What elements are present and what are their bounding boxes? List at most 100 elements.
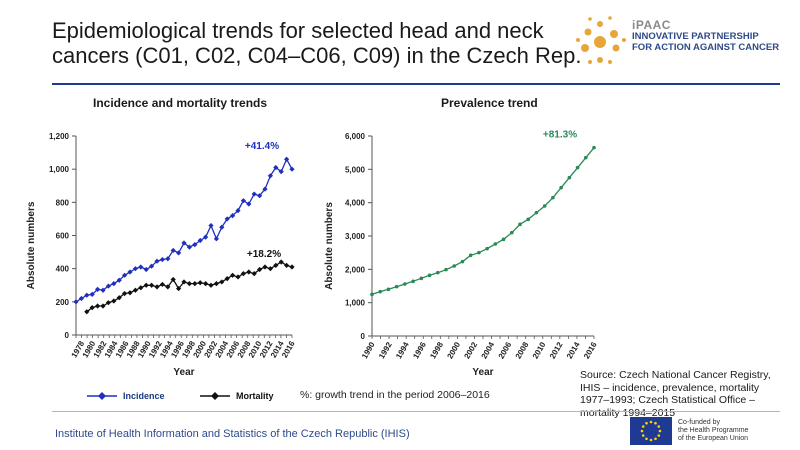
data-point-prevalence — [567, 175, 572, 180]
data-point-incidence — [122, 272, 128, 278]
x-tick-label: 2002 — [463, 340, 480, 360]
data-point-prevalence — [559, 185, 563, 190]
data-point-incidence — [111, 280, 117, 287]
y-tick-label: 4,000 — [345, 199, 366, 208]
data-point-prevalence — [419, 276, 424, 281]
x-tick-label: 1992 — [377, 340, 394, 360]
data-point-incidence — [284, 156, 290, 162]
x-axis-label: Year — [173, 367, 194, 378]
data-point-mortality — [165, 284, 171, 290]
data-point-incidence — [127, 269, 133, 275]
y-tick-label: 3,000 — [345, 232, 366, 241]
data-point-mortality — [116, 295, 122, 301]
data-point-mortality — [257, 266, 263, 273]
data-point-incidence — [197, 237, 203, 244]
data-point-mortality — [143, 282, 149, 288]
data-point-prevalence — [444, 267, 448, 272]
ipaac-dots-icon — [576, 16, 626, 64]
data-point-incidence — [95, 286, 101, 292]
footer-institute: Institute of Health Information and Stat… — [55, 428, 410, 440]
data-point-mortality — [159, 281, 165, 288]
data-point-mortality — [149, 282, 155, 288]
ipaac-logo: iPAAC INNOVATIVE PARTNERSHIP FOR ACTION … — [570, 12, 790, 74]
data-point-mortality — [186, 280, 192, 287]
eu-text: Co-funded by the Health Programme of the… — [678, 419, 748, 443]
data-point-incidence — [208, 222, 214, 229]
page-title: Epidemiological trends for selected head… — [52, 18, 582, 68]
data-point-prevalence — [370, 292, 374, 297]
data-point-prevalence — [485, 246, 489, 251]
data-point-prevalence — [534, 210, 539, 215]
header-divider — [52, 83, 780, 85]
y-tick-label: 1,200 — [49, 132, 70, 141]
data-point-mortality — [111, 298, 117, 304]
source-note: Source: Czech National Cancer Registry, … — [580, 369, 771, 419]
y-axis-label: Absolute numbers — [324, 202, 335, 290]
data-point-mortality — [89, 305, 95, 311]
data-point-mortality — [181, 279, 187, 285]
y-tick-label: 800 — [56, 198, 70, 207]
x-tick-label: 2008 — [514, 340, 531, 360]
x-tick-label: 1994 — [394, 340, 411, 360]
data-point-incidence — [116, 277, 122, 283]
data-point-mortality — [219, 279, 225, 285]
data-point-mortality — [240, 271, 246, 277]
growth-annotation-mortality: +18.2% — [247, 249, 281, 260]
data-point-prevalence — [592, 145, 596, 150]
chart-legend: Incidence Mortality — [85, 390, 285, 404]
data-point-prevalence — [551, 195, 555, 200]
data-point-incidence — [213, 236, 219, 242]
eu-line-1: Co-funded by — [678, 419, 721, 426]
data-point-prevalence — [509, 230, 514, 235]
data-point-mortality — [208, 282, 214, 288]
data-point-incidence — [240, 198, 246, 204]
data-point-mortality — [138, 285, 144, 291]
chart-title-incidence-mortality: Incidence and mortality trends — [93, 96, 268, 110]
data-point-incidence — [154, 258, 160, 264]
logo-name: iPAAC — [632, 18, 671, 32]
y-tick-label: 0 — [361, 332, 366, 341]
data-point-prevalence — [468, 253, 473, 258]
eu-line-3: of the European Union — [678, 435, 749, 442]
legend-incidence-swatch — [87, 392, 117, 400]
data-point-mortality — [230, 272, 236, 278]
data-point-mortality — [127, 290, 133, 296]
x-tick-label: 2016 — [582, 340, 599, 360]
data-point-mortality — [154, 284, 160, 290]
data-point-mortality — [197, 280, 203, 286]
x-tick-label: 2006 — [497, 340, 514, 360]
data-point-mortality — [289, 264, 295, 270]
data-point-prevalence — [452, 264, 457, 268]
data-point-mortality — [213, 280, 219, 287]
data-point-incidence — [100, 287, 106, 293]
y-tick-label: 200 — [56, 298, 70, 307]
data-point-incidence — [192, 242, 198, 248]
data-point-mortality — [176, 285, 182, 292]
data-point-mortality — [284, 262, 290, 268]
data-point-incidence — [278, 169, 284, 175]
data-point-incidence — [230, 213, 236, 219]
x-tick-label: 2014 — [565, 340, 582, 360]
data-point-incidence — [159, 256, 165, 263]
data-point-prevalence — [411, 279, 415, 284]
data-point-prevalence — [403, 282, 407, 286]
data-point-mortality — [105, 300, 111, 306]
data-point-mortality — [100, 303, 106, 309]
data-point-incidence — [73, 299, 79, 305]
legend-mortality-swatch — [200, 392, 230, 400]
data-point-prevalence — [378, 289, 383, 294]
data-point-mortality — [192, 280, 198, 287]
data-point-incidence — [149, 263, 155, 269]
data-point-mortality — [273, 262, 279, 268]
page-title-line-2: cancers (C01, C02, C04–C06, C09) in the … — [52, 43, 582, 68]
chart-title-prevalence: Prevalence trend — [441, 96, 538, 110]
data-point-incidence — [246, 201, 252, 207]
data-point-mortality — [251, 271, 257, 277]
growth-note: %: growth trend in the period 2006–2016 — [300, 389, 490, 401]
data-point-prevalence — [460, 259, 465, 264]
data-point-incidence — [143, 266, 149, 273]
data-point-incidence — [219, 224, 225, 230]
data-point-mortality — [122, 290, 128, 297]
data-point-mortality — [235, 274, 241, 280]
